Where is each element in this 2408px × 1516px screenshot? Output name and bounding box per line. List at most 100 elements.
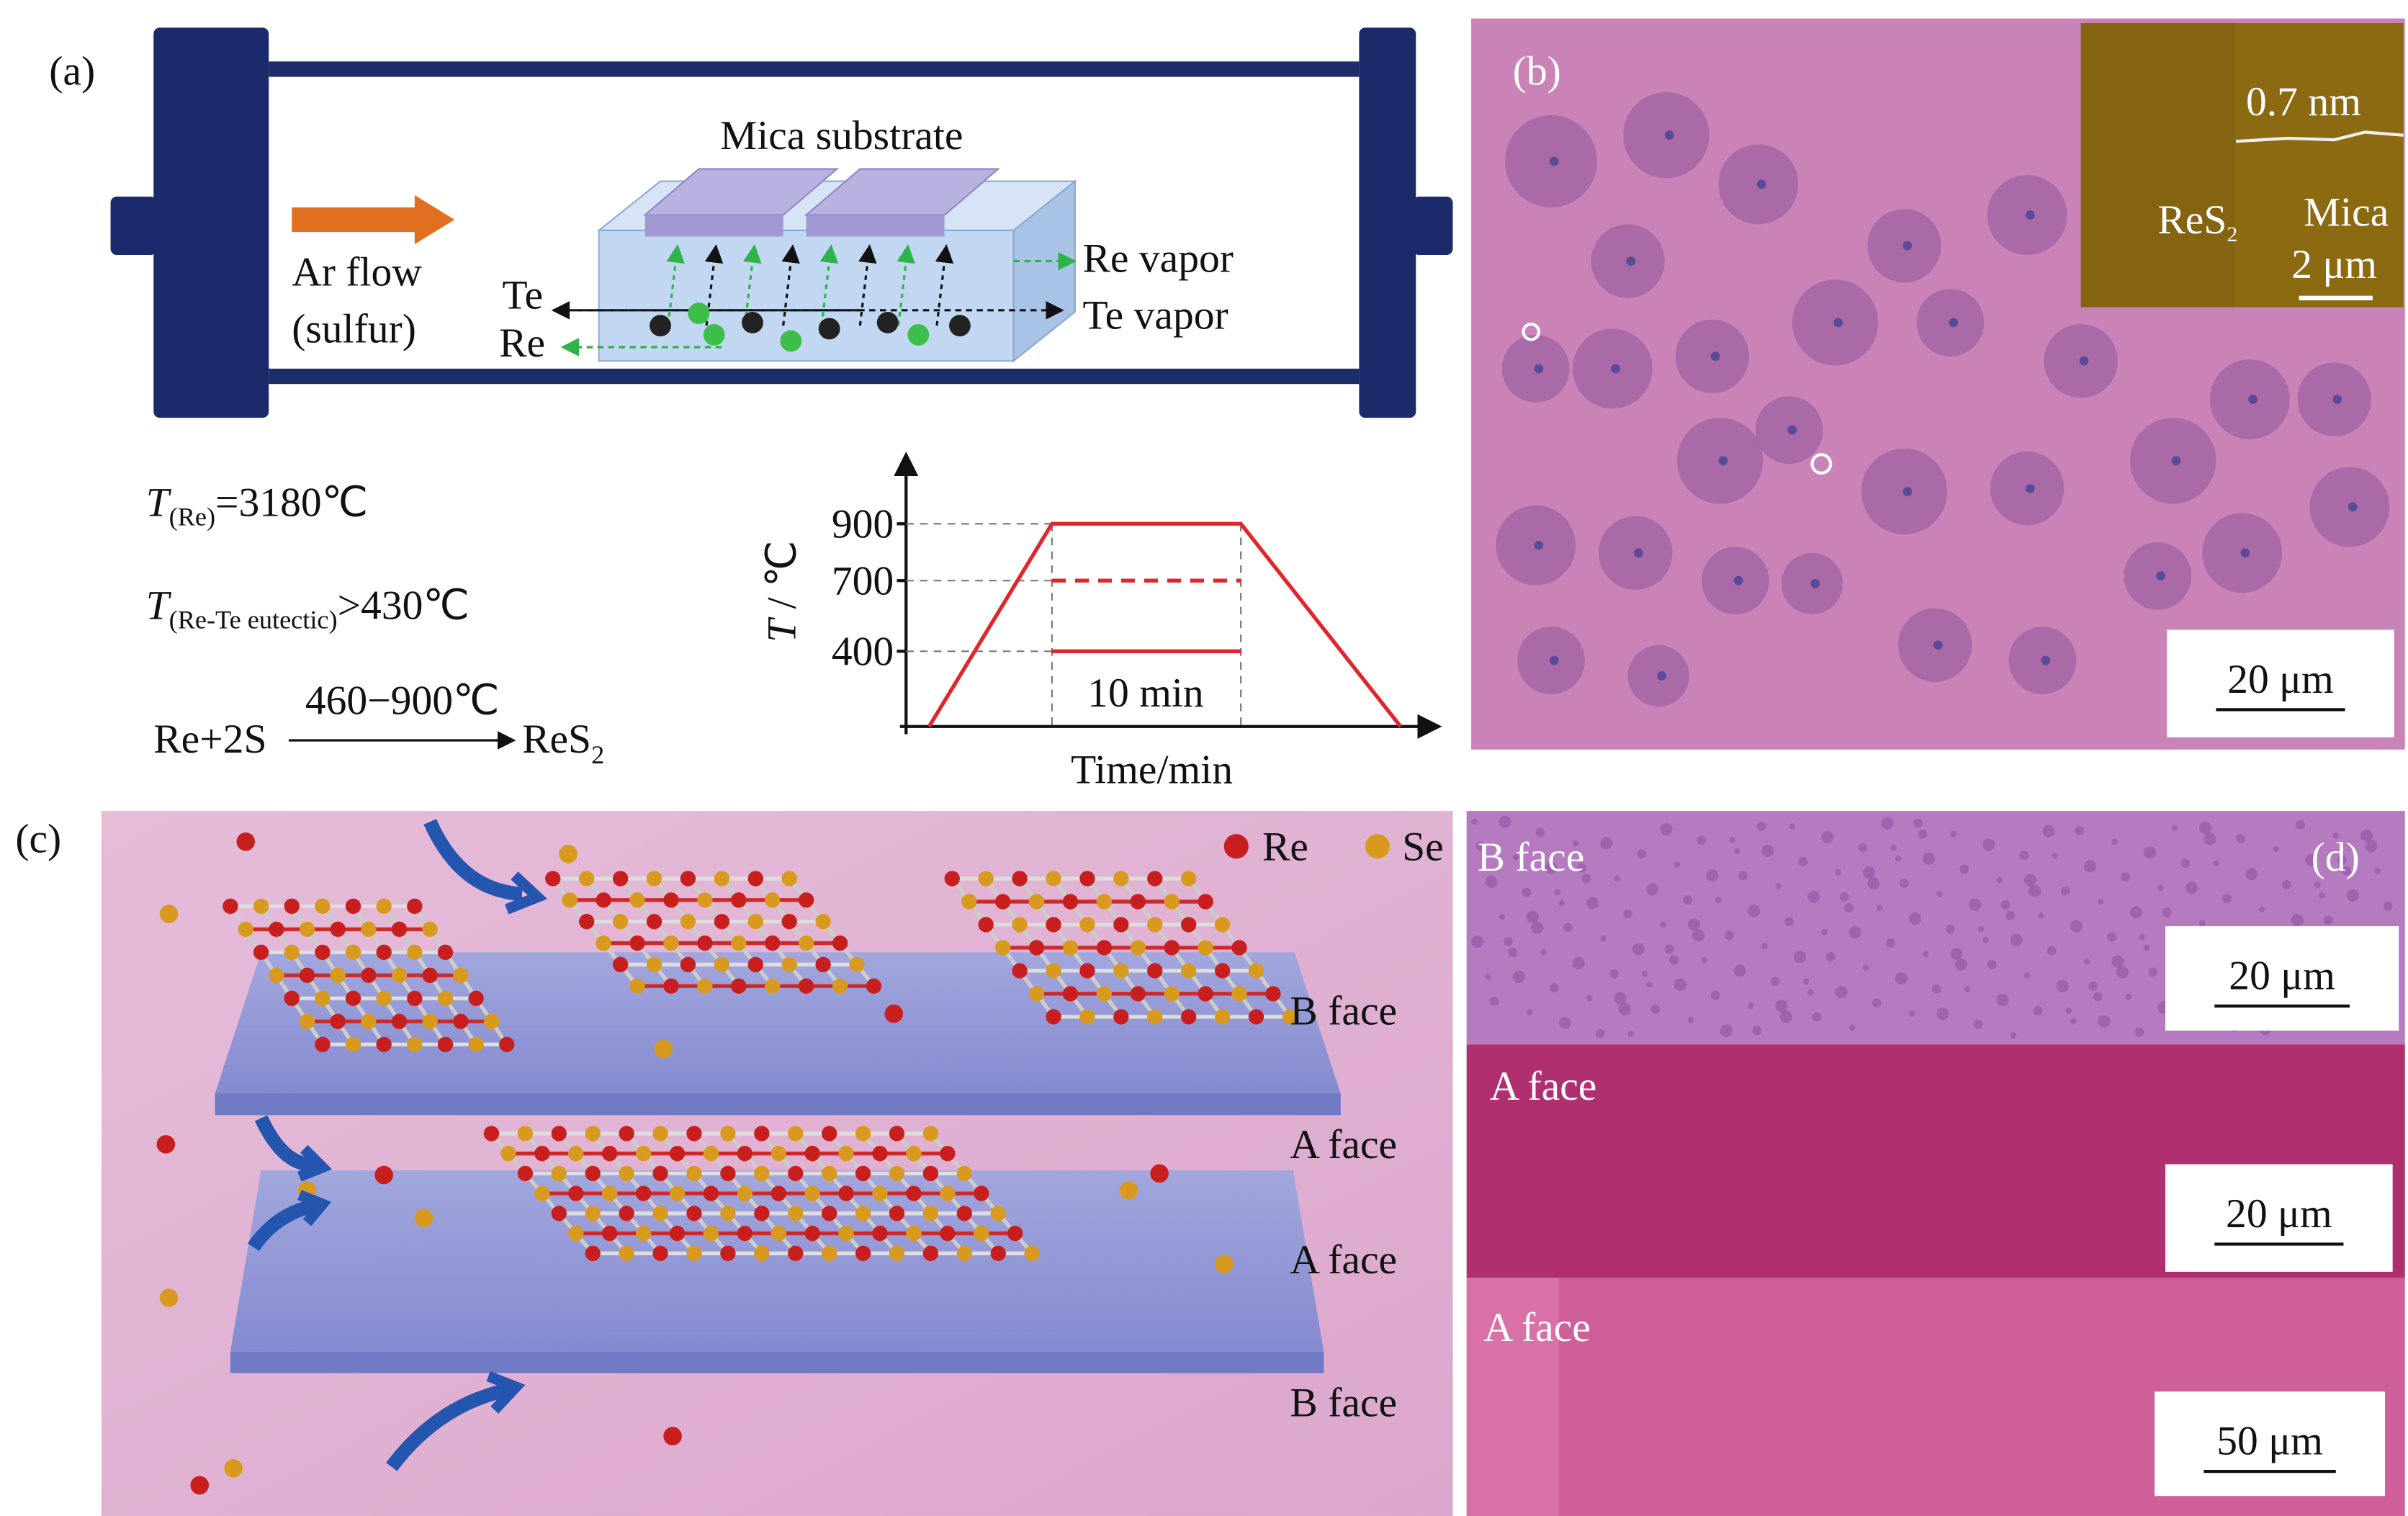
flake-core [1787, 425, 1797, 435]
speckle [2314, 882, 2321, 888]
re-atom [1265, 986, 1281, 1002]
se-atom [720, 1206, 736, 1221]
speckle [2075, 826, 2085, 836]
speckle [1784, 917, 1794, 927]
re-atom [1028, 940, 1045, 956]
se-atom [1181, 871, 1197, 887]
re-atom [821, 1126, 837, 1142]
speckle [2098, 898, 2104, 905]
speckle [2052, 852, 2058, 859]
free-atom [159, 905, 179, 923]
speckle [1706, 869, 1719, 882]
speckle [1614, 992, 1627, 1005]
flake-core [1902, 487, 1913, 496]
speckle [2061, 886, 2070, 896]
re-atom [223, 898, 238, 914]
re-atom [1214, 963, 1231, 979]
flake-core [1664, 130, 1674, 140]
speckle [1641, 970, 1648, 977]
se-atom [804, 1185, 820, 1201]
se-atom [838, 1145, 854, 1162]
se-atom [635, 1225, 652, 1242]
re-atom [1113, 917, 1129, 933]
flow-arrow-head [297, 1144, 333, 1182]
speckle [2070, 1018, 2077, 1025]
se-atom [1214, 1009, 1231, 1025]
re-atom [940, 1225, 956, 1242]
re-atom [804, 1225, 820, 1242]
speckle [1503, 936, 1513, 946]
se-atom [619, 1165, 634, 1182]
scale-label: 20 μm [2226, 1191, 2332, 1237]
te-label: Te [502, 273, 543, 318]
inset-res: ReS2 [2157, 197, 2237, 246]
se-atom [376, 990, 392, 1006]
se-atom [906, 1225, 922, 1242]
speckle [2305, 853, 2318, 866]
re-atom [391, 1013, 408, 1029]
re-atom [551, 1206, 567, 1221]
re-atom [619, 1126, 634, 1142]
re-atom [731, 892, 747, 908]
se-atom [994, 940, 1011, 956]
speckle [2093, 992, 2103, 1002]
se-atom [771, 1145, 786, 1162]
speckle [1848, 926, 1861, 939]
speckle [2245, 867, 2258, 881]
vapor-label: Te vapor [1083, 292, 1228, 338]
se-atom [422, 921, 438, 937]
re-atom [602, 1145, 618, 1162]
re-atom [376, 1036, 392, 1052]
speckle [2332, 832, 2340, 839]
speckle [2139, 933, 2146, 941]
se-atom [771, 1225, 786, 1242]
re-atom [1012, 963, 1028, 979]
speckle [1475, 841, 1486, 851]
se-atom [855, 1206, 871, 1221]
rest: =3180℃ [215, 480, 368, 526]
substrate-label: Mica substrate [720, 113, 963, 158]
se-atom [1046, 963, 1061, 979]
re-atom [838, 1185, 854, 1201]
se-atom [284, 944, 300, 960]
re-atom [299, 967, 315, 983]
re-atom [345, 898, 361, 914]
speckle [1609, 969, 1619, 979]
speckle [1715, 897, 1722, 904]
se-atom [978, 871, 994, 887]
speckle [1660, 823, 1673, 836]
re-atom [754, 1206, 770, 1221]
free-atom [190, 1476, 210, 1495]
y-tick-label: 900 [832, 501, 894, 547]
re-atom [330, 1013, 346, 1029]
re-atom [437, 1036, 454, 1052]
re-atom [737, 1145, 752, 1162]
speckle [1977, 926, 1985, 933]
se-atom [551, 1165, 567, 1182]
re-atom [1012, 871, 1028, 887]
speckle [1733, 848, 1740, 854]
re-atom [407, 990, 423, 1006]
se-atom [832, 978, 848, 994]
re-atom [1007, 1225, 1023, 1242]
re-atom [771, 1185, 786, 1201]
re-atom [720, 1245, 736, 1261]
speckle [2236, 834, 2245, 843]
speckle [1752, 1026, 1762, 1036]
var: T [760, 616, 805, 642]
speckle [2144, 846, 2157, 859]
speckle [1895, 855, 1902, 862]
flake-core [2332, 395, 2342, 404]
se-atom [483, 1013, 500, 1029]
re-atom [978, 917, 994, 933]
speckle [1973, 1020, 1983, 1029]
re-atom [602, 1225, 618, 1242]
flake-core [2156, 571, 2166, 581]
inset-scale: 2 μm [2291, 242, 2377, 287]
speckle [1618, 1003, 1631, 1015]
speckle [1835, 869, 1842, 876]
speckle [1923, 951, 1929, 957]
speckle [1683, 895, 1693, 905]
flake-core [2348, 502, 2358, 512]
speckle [1747, 905, 1761, 918]
